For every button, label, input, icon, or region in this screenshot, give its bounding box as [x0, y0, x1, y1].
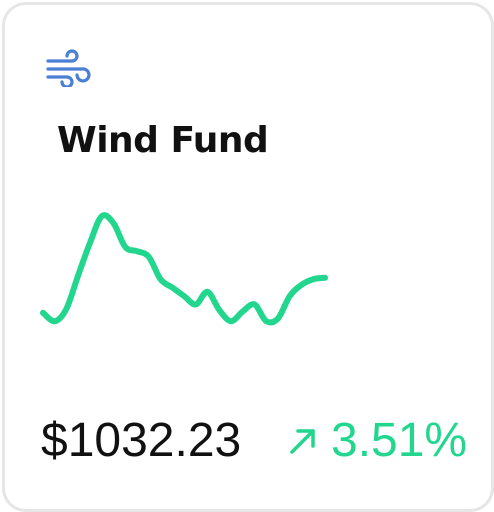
fund-name: Wind Fund [57, 120, 269, 161]
price-value: $1032.23 [41, 414, 242, 467]
change-percent: 3.51% [331, 414, 468, 467]
change-indicator: 3.51% [287, 413, 467, 469]
wind-icon [46, 49, 91, 87]
arrow-up-right-icon [290, 429, 315, 454]
